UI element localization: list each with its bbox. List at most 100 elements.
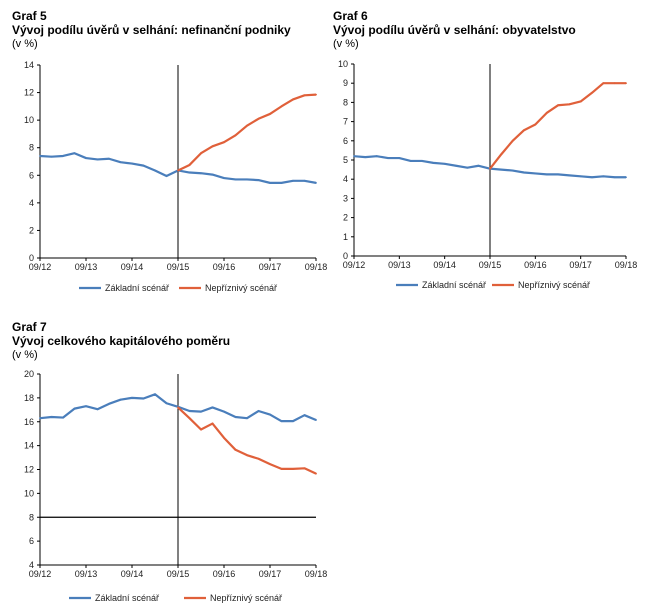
data-point <box>303 414 306 417</box>
chart-panel-graf-6: Graf 6 Vývoj podílu úvěrů v selhání: oby… <box>330 0 646 305</box>
y-tick-label: 10 <box>24 115 34 125</box>
y-tick-label: 9 <box>343 78 348 88</box>
legend-label: Nepříznivý scénář <box>210 593 283 603</box>
data-point <box>375 155 378 158</box>
data-point <box>303 179 306 182</box>
chart-title: Vývoj podílu úvěrů v selhání: obyvatelst… <box>333 23 576 37</box>
chart-title: Vývoj podílu úvěrů v selhání: nefinanční… <box>12 23 291 37</box>
y-tick-label: 2 <box>29 225 34 235</box>
y-tick-label: 10 <box>338 59 348 69</box>
y-tick-label: 3 <box>343 193 348 203</box>
y-tick-label: 8 <box>29 143 34 153</box>
y-tick-label: 5 <box>343 155 348 165</box>
data-point <box>246 454 248 457</box>
x-tick-label: 09/18 <box>305 262 328 272</box>
data-point <box>523 129 525 132</box>
legend-label: Základní scénář <box>105 283 170 293</box>
y-tick-label: 8 <box>29 512 34 522</box>
y-tick-label: 1 <box>343 232 348 242</box>
data-point <box>579 100 582 103</box>
y-tick-label: 0 <box>343 251 348 261</box>
y-tick-label: 4 <box>29 198 34 208</box>
data-point <box>545 173 548 176</box>
legend-label: Základní scénář <box>95 593 160 603</box>
data-point <box>257 457 260 460</box>
chart-graf-7: 4 6 8 10 12 14 16 18 20 09/12 09/13 09/14 09/15 09/16… <box>24 369 328 603</box>
legend-label: Nepříznivý scénář <box>518 280 591 290</box>
data-point <box>466 166 469 169</box>
data-point <box>568 103 571 106</box>
data-point <box>269 181 271 184</box>
data-point <box>280 105 283 108</box>
data-point <box>108 157 110 160</box>
chart-panel-graf-7: Graf 7 Vývoj celkového kapitálového pomě… <box>0 308 330 614</box>
chart-unit: (v %) <box>12 349 38 361</box>
data-point <box>353 155 355 158</box>
data-point <box>432 161 435 164</box>
data-point <box>200 172 202 175</box>
data-point <box>545 112 548 114</box>
data-point <box>234 448 237 451</box>
data-point <box>234 134 237 137</box>
data-point <box>303 94 306 97</box>
x-tick-label: 09/13 <box>75 262 98 272</box>
chart-graf-5: 0 2 4 6 8 10 12 14 09/12 09/13 09/14 09/15 09/16 09/1… <box>24 60 328 293</box>
data-point <box>62 155 64 157</box>
data-point <box>613 82 616 85</box>
data-point <box>96 408 99 411</box>
data-point <box>315 93 317 96</box>
data-point <box>223 410 225 413</box>
data-point <box>154 393 156 396</box>
data-point <box>292 98 294 101</box>
data-point <box>387 157 389 159</box>
y-tick-label: 12 <box>24 88 34 98</box>
data-point <box>119 398 122 401</box>
data-point <box>591 91 593 94</box>
data-point <box>315 181 317 184</box>
chart-label: Graf 6 <box>333 9 368 23</box>
data-point <box>142 397 145 400</box>
x-tick-label: 09/12 <box>343 260 366 270</box>
data-point <box>246 417 248 420</box>
x-tick-label: 09/18 <box>305 569 328 579</box>
data-point <box>188 171 191 174</box>
y-tick-label: 4 <box>343 174 348 184</box>
y-tick-label: 7 <box>343 117 348 127</box>
data-point <box>188 410 191 412</box>
chart-unit: (v %) <box>333 38 359 50</box>
data-point <box>625 176 627 179</box>
x-tick-label: 09/12 <box>29 569 52 579</box>
data-point <box>315 419 317 421</box>
data-point <box>246 178 248 181</box>
data-point <box>188 164 191 166</box>
y-tick-label: 6 <box>29 170 34 180</box>
x-tick-label: 09/18 <box>615 260 638 270</box>
data-point <box>269 463 271 466</box>
data-point <box>211 406 214 409</box>
x-tick-label: 09/15 <box>479 260 502 270</box>
data-point <box>269 113 271 115</box>
data-point <box>257 410 260 412</box>
data-point <box>200 152 202 155</box>
data-point <box>280 181 283 184</box>
x-tick-label: 09/16 <box>213 569 236 579</box>
y-tick-label: 6 <box>29 536 34 546</box>
data-point <box>200 410 202 413</box>
x-tick-label: 09/12 <box>29 262 52 272</box>
data-point <box>188 417 191 420</box>
data-point <box>257 117 260 120</box>
data-point <box>500 153 503 156</box>
chart-title: Vývoj celkového kapitálového poměru <box>12 334 231 348</box>
x-tick-label: 09/17 <box>569 260 592 270</box>
chart-label: Graf 5 <box>12 9 47 23</box>
data-point <box>257 179 260 182</box>
data-point <box>523 171 525 174</box>
data-point <box>234 416 237 418</box>
chart-unit: (v %) <box>12 38 38 50</box>
y-tick-label: 4 <box>29 560 34 570</box>
y-tick-label: 12 <box>24 465 34 475</box>
series-line-adverse <box>489 82 626 170</box>
data-point <box>73 152 76 155</box>
x-tick-label: 09/16 <box>524 260 547 270</box>
y-tick-label: 16 <box>24 417 34 427</box>
